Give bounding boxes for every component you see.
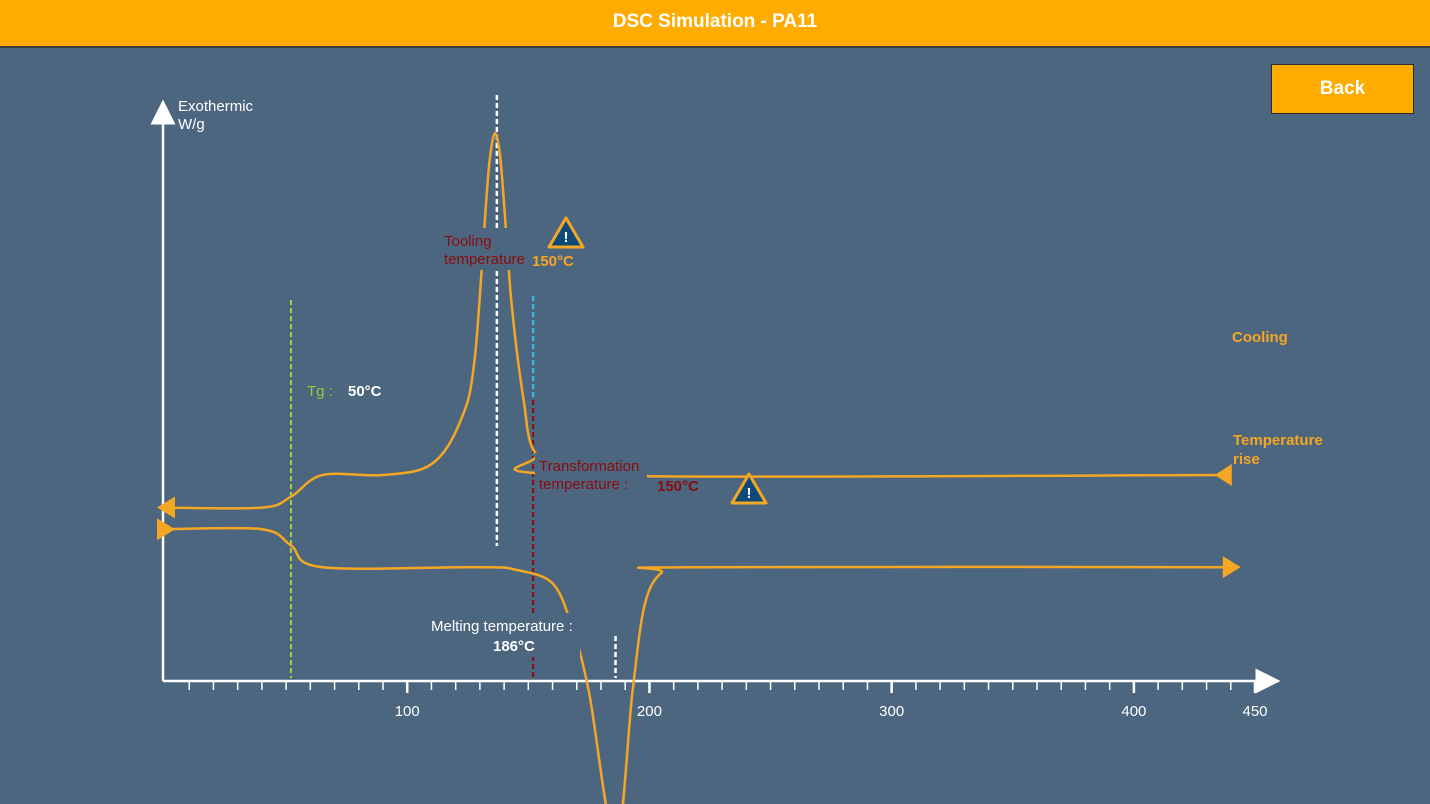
transformation-value: 150°C bbox=[657, 478, 699, 495]
temperature-rise-label-line1: Temperature bbox=[1233, 432, 1323, 449]
tooling-label-line1: Tooling bbox=[444, 233, 492, 250]
cooling-end-arrow bbox=[1214, 464, 1232, 487]
warning-icon-glyph: ! bbox=[564, 229, 569, 246]
tooling-label-line2: temperature bbox=[444, 251, 525, 268]
x-tick-label: 300 bbox=[879, 703, 904, 720]
transformation-label-line2: temperature : bbox=[539, 476, 628, 493]
melting-label-bg bbox=[428, 613, 580, 657]
transformation-label-line1: Transformation bbox=[539, 458, 639, 475]
tooling-value: 150°C bbox=[532, 253, 574, 270]
warning-icon-glyph: ! bbox=[747, 485, 752, 502]
melting-label: Melting temperature : bbox=[431, 618, 573, 635]
tg-value: 50°C bbox=[348, 383, 382, 400]
temperature-rise-label-line2: rise bbox=[1233, 451, 1260, 468]
x-tick-label: 400 bbox=[1121, 703, 1146, 720]
page-title: DSC Simulation - PA11 bbox=[612, 11, 818, 32]
warning-icon: ! bbox=[730, 472, 768, 505]
y-axis-label-line1: Exothermic bbox=[178, 98, 254, 115]
back-button[interactable]: Back bbox=[1271, 64, 1414, 114]
curve-temperature-rise bbox=[164, 526, 1231, 804]
curve-cooling bbox=[164, 132, 1231, 510]
x-ticks: 100 200 300 400 450 bbox=[188, 681, 1268, 720]
melting-value: 186°C bbox=[493, 638, 535, 655]
header-bar: DSC Simulation - PA11 bbox=[0, 0, 1430, 48]
warning-icon: ! bbox=[547, 216, 585, 249]
x-tick-label: 200 bbox=[637, 703, 662, 720]
curves bbox=[157, 132, 1241, 804]
rise-start-arrow bbox=[157, 518, 175, 541]
cooling-start-arrow bbox=[157, 496, 175, 519]
x-tick-label: 100 bbox=[395, 703, 420, 720]
cooling-label: Cooling bbox=[1232, 329, 1288, 346]
tooling-label-bg bbox=[440, 228, 530, 270]
tg-label: Tg : bbox=[307, 383, 333, 400]
x-tick-label: 450 bbox=[1242, 703, 1267, 720]
axes bbox=[150, 99, 1281, 694]
marker-lines bbox=[289, 95, 617, 678]
rise-end-arrow bbox=[1222, 556, 1241, 579]
y-axis-label-line2: W/g bbox=[178, 116, 205, 133]
transformation-label-bg bbox=[535, 453, 647, 495]
